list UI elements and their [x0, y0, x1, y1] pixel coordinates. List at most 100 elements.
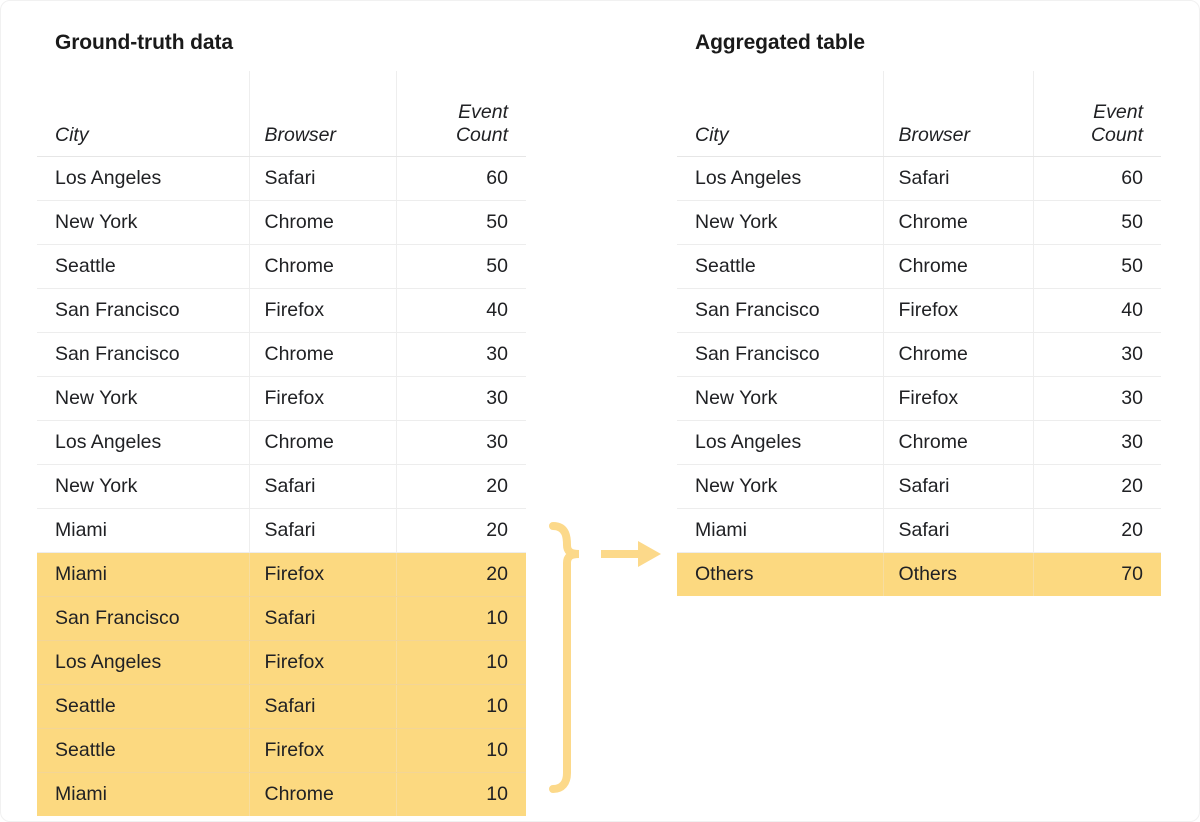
- cell-event-count: 50: [395, 200, 526, 245]
- cell-browser: Safari: [248, 596, 396, 641]
- table-row: Seattle Firefox 10: [37, 728, 526, 773]
- cell-city: Los Angeles: [677, 156, 883, 201]
- cell-browser: Firefox: [248, 376, 396, 421]
- cell-city: New York: [677, 464, 883, 509]
- cell-event-count: 10: [395, 728, 526, 773]
- cell-browser: Chrome: [882, 332, 1033, 377]
- table-row: Los Angeles Chrome 30: [37, 420, 526, 465]
- cell-city: Los Angeles: [37, 640, 249, 685]
- column-header-event-count-line2: Count: [455, 124, 508, 146]
- cell-city: Others: [677, 552, 883, 596]
- cell-browser: Safari: [248, 156, 396, 201]
- table-row: San Francisco Safari 10: [37, 596, 526, 641]
- cell-city: Seattle: [37, 684, 249, 729]
- table-row: San Francisco Firefox 40: [37, 288, 526, 333]
- cell-event-count: 30: [395, 376, 526, 421]
- table-row: Seattle Safari 10: [37, 684, 526, 729]
- table-row: San Francisco Chrome 30: [37, 332, 526, 377]
- cell-browser: Safari: [882, 508, 1033, 553]
- column-header-event-count-line1: Event: [1093, 101, 1143, 123]
- table-row: San Francisco Chrome 30: [677, 332, 1161, 377]
- cell-event-count: 30: [1032, 376, 1161, 421]
- table-row: San Francisco Firefox 40: [677, 288, 1161, 333]
- cell-browser: Safari: [248, 508, 396, 553]
- table-header-row: City Browser Event Count: [677, 71, 1161, 157]
- table-row: Miami Firefox 20: [37, 552, 526, 597]
- cell-city: San Francisco: [37, 288, 249, 333]
- curly-brace-right-icon: [549, 522, 580, 793]
- page-title-ground-truth: Ground-truth data: [55, 31, 233, 54]
- column-header-city: City: [37, 71, 249, 157]
- cell-browser: Safari: [882, 156, 1033, 201]
- table-row: Los Angeles Firefox 10: [37, 640, 526, 685]
- table-row: Seattle Chrome 50: [677, 244, 1161, 289]
- table-row: Los Angeles Chrome 30: [677, 420, 1161, 465]
- cell-city: New York: [677, 200, 883, 245]
- table-row: Miami Chrome 10: [37, 772, 526, 816]
- column-header-event-count: Event Count: [1032, 71, 1161, 157]
- cell-city: Los Angeles: [37, 420, 249, 465]
- cell-event-count: 10: [395, 684, 526, 729]
- table-row: Los Angeles Safari 60: [677, 156, 1161, 201]
- table-row: Seattle Chrome 50: [37, 244, 526, 289]
- table-row: New York Firefox 30: [37, 376, 526, 421]
- cell-event-count: 20: [395, 464, 526, 509]
- cell-event-count: 30: [1032, 332, 1161, 377]
- cell-event-count: 50: [1032, 244, 1161, 289]
- table-row: New York Firefox 30: [677, 376, 1161, 421]
- cell-city: New York: [37, 376, 249, 421]
- ground-truth-table: City Browser Event Count Los Angeles Safa…: [37, 71, 526, 816]
- cell-event-count: 60: [395, 156, 526, 201]
- cell-browser: Others: [882, 552, 1033, 596]
- table-row: Miami Safari 20: [37, 508, 526, 553]
- arrow-right-icon: [601, 541, 661, 567]
- cell-browser: Firefox: [248, 552, 396, 597]
- cell-city: Seattle: [37, 728, 249, 773]
- cell-city: Miami: [37, 552, 249, 597]
- cell-city: San Francisco: [37, 332, 249, 377]
- table-row: Miami Safari 20: [677, 508, 1161, 553]
- cell-city: Los Angeles: [677, 420, 883, 465]
- cell-city: Seattle: [677, 244, 883, 289]
- table-body: Los Angeles Safari 60 New York Chrome 50 Seatt…: [677, 156, 1161, 596]
- cell-event-count: 20: [395, 552, 526, 597]
- column-header-browser: Browser: [248, 71, 396, 157]
- cell-city: Miami: [677, 508, 883, 553]
- cell-event-count: 70: [1032, 552, 1161, 596]
- cell-browser: Firefox: [882, 288, 1033, 333]
- table-header-row: City Browser Event Count: [37, 71, 526, 157]
- table-row: New York Safari 20: [677, 464, 1161, 509]
- cell-event-count: 40: [1032, 288, 1161, 333]
- cell-city: San Francisco: [677, 332, 883, 377]
- cell-browser: Safari: [248, 464, 396, 509]
- cell-event-count: 60: [1032, 156, 1161, 201]
- cell-browser: Safari: [248, 684, 396, 729]
- table-row: New York Safari 20: [37, 464, 526, 509]
- cell-browser: Safari: [882, 464, 1033, 509]
- cell-city: Miami: [37, 772, 249, 816]
- table-row: Los Angeles Safari 60: [37, 156, 526, 201]
- cell-browser: Firefox: [248, 640, 396, 685]
- cell-event-count: 10: [395, 596, 526, 641]
- table-body: Los Angeles Safari 60 New York Chrome 50 Seatt…: [37, 156, 526, 816]
- cell-browser: Chrome: [248, 200, 396, 245]
- cell-event-count: 10: [395, 640, 526, 685]
- cell-city: San Francisco: [677, 288, 883, 333]
- cell-city: New York: [37, 464, 249, 509]
- cell-city: Seattle: [37, 244, 249, 289]
- cell-event-count: 20: [1032, 464, 1161, 509]
- cell-event-count: 20: [395, 508, 526, 553]
- aggregation-connector: [549, 522, 661, 793]
- cell-browser: Chrome: [248, 244, 396, 289]
- aggregated-table: City Browser Event Count Los Angeles Safa…: [677, 71, 1161, 596]
- cell-browser: Chrome: [882, 420, 1033, 465]
- cell-browser: Chrome: [882, 200, 1033, 245]
- column-header-event-count: Event Count: [395, 71, 526, 157]
- table-header: City Browser Event Count: [37, 71, 526, 157]
- cell-browser: Firefox: [882, 376, 1033, 421]
- table-row: New York Chrome 50: [677, 200, 1161, 245]
- table-row: New York Chrome 50: [37, 200, 526, 245]
- column-header-event-count-line1: Event: [458, 101, 508, 123]
- cell-browser: Firefox: [248, 728, 396, 773]
